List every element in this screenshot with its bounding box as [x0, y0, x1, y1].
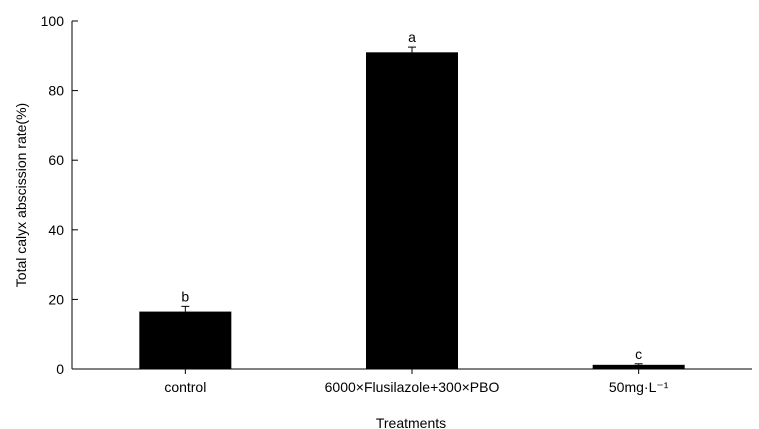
x-tick-label: 50mg·L⁻¹	[609, 379, 669, 395]
x-tick-label: control	[164, 379, 206, 395]
y-tick-label: 60	[48, 152, 64, 168]
x-axis-ticks: control 6000×Flusilazole+300×PBO 50mg·L⁻¹	[164, 369, 669, 395]
y-tick-label: 100	[41, 13, 65, 29]
y-tick-label: 40	[48, 222, 64, 238]
significance-letter: a	[408, 29, 416, 45]
bar	[366, 52, 458, 369]
x-tick-label: 6000×Flusilazole+300×PBO	[325, 379, 500, 395]
bar	[139, 311, 232, 369]
y-tick-label: 80	[48, 83, 64, 99]
bars: b a c	[139, 29, 685, 369]
significance-letter: c	[635, 346, 642, 362]
y-axis-label: Total calyx abscission rate(%)	[13, 103, 29, 287]
x-axis-label: Treatments	[376, 415, 446, 429]
significance-letter: b	[181, 288, 189, 304]
y-tick-label: 0	[56, 361, 64, 377]
y-tick-label: 20	[48, 291, 64, 307]
bar	[592, 364, 685, 369]
y-axis-ticks: 0 20 40 60 80 100	[41, 13, 78, 377]
